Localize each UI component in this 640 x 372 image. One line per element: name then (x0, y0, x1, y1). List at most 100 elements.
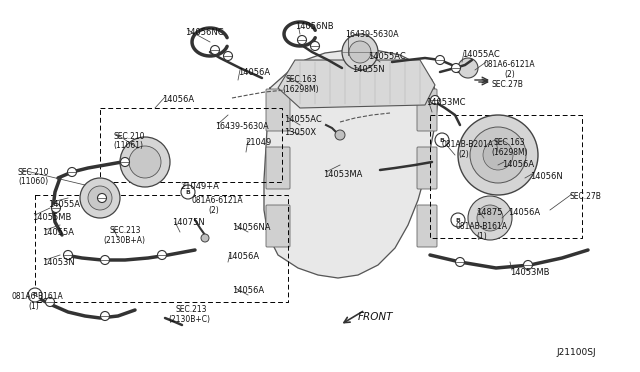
Circle shape (201, 234, 209, 242)
Text: SEC.163: SEC.163 (494, 138, 525, 147)
Circle shape (458, 115, 538, 195)
Circle shape (451, 213, 465, 227)
Text: SEC.213: SEC.213 (175, 305, 207, 314)
FancyBboxPatch shape (417, 147, 437, 189)
Text: 16439-5630A: 16439-5630A (345, 30, 399, 39)
Circle shape (342, 34, 378, 70)
Circle shape (88, 186, 112, 210)
Text: 14055A: 14055A (42, 228, 74, 237)
Circle shape (431, 96, 440, 105)
Circle shape (451, 64, 461, 73)
Text: 081A6-6121A: 081A6-6121A (192, 196, 244, 205)
Text: SEC.210: SEC.210 (113, 132, 145, 141)
Circle shape (120, 157, 129, 167)
Text: 14056A: 14056A (232, 286, 264, 295)
Text: 14053MB: 14053MB (510, 268, 550, 277)
Text: (2): (2) (208, 206, 219, 215)
Text: SEC.210: SEC.210 (18, 168, 49, 177)
Circle shape (45, 298, 54, 307)
Text: 14056A: 14056A (162, 95, 194, 104)
Text: 14056A: 14056A (502, 160, 534, 169)
Text: B: B (440, 138, 444, 142)
FancyBboxPatch shape (266, 89, 290, 131)
Text: FRONT: FRONT (358, 312, 394, 322)
Text: 14056A: 14056A (227, 252, 259, 261)
Polygon shape (264, 50, 438, 278)
Circle shape (211, 45, 220, 55)
Circle shape (470, 127, 526, 183)
Text: 13050X: 13050X (284, 128, 316, 137)
Circle shape (435, 55, 445, 64)
FancyBboxPatch shape (417, 205, 437, 247)
Text: 14055N: 14055N (352, 65, 385, 74)
Circle shape (28, 288, 42, 302)
Circle shape (100, 311, 109, 321)
Circle shape (468, 196, 512, 240)
Text: 081AB-B201A: 081AB-B201A (442, 140, 494, 149)
Circle shape (97, 193, 106, 202)
Text: B: B (186, 189, 191, 195)
Text: SEC.27B: SEC.27B (491, 80, 523, 89)
FancyBboxPatch shape (417, 89, 437, 131)
Circle shape (524, 260, 532, 269)
Circle shape (157, 250, 166, 260)
Text: 14056NC: 14056NC (185, 28, 223, 37)
Text: B: B (33, 292, 37, 298)
Circle shape (435, 133, 449, 147)
Text: 16439-5630A: 16439-5630A (215, 122, 269, 131)
Text: (2): (2) (458, 150, 468, 159)
Text: 21049+A: 21049+A (180, 182, 219, 191)
Circle shape (335, 130, 345, 140)
Circle shape (100, 256, 109, 264)
Text: (2130B+A): (2130B+A) (103, 236, 145, 245)
Text: 081AB-B161A: 081AB-B161A (456, 222, 508, 231)
Circle shape (129, 146, 161, 178)
FancyBboxPatch shape (266, 205, 290, 247)
Circle shape (80, 178, 120, 218)
Text: 14075N: 14075N (172, 218, 205, 227)
Text: 14875: 14875 (476, 208, 502, 217)
Text: 14055A: 14055A (48, 200, 80, 209)
Text: 14055AC: 14055AC (368, 52, 406, 61)
Text: (1): (1) (476, 232, 487, 241)
Text: 14056A: 14056A (238, 68, 270, 77)
FancyBboxPatch shape (266, 147, 290, 189)
Circle shape (223, 51, 232, 61)
Circle shape (349, 41, 371, 63)
Circle shape (310, 42, 319, 51)
Circle shape (456, 257, 465, 266)
Text: 14053MA: 14053MA (323, 170, 362, 179)
Circle shape (120, 137, 170, 187)
Circle shape (181, 185, 195, 199)
Text: 14053MC: 14053MC (426, 98, 465, 107)
Text: 081A6-6121A: 081A6-6121A (484, 60, 536, 69)
Text: J21100SJ: J21100SJ (556, 348, 596, 357)
Circle shape (67, 167, 77, 176)
Text: B: B (456, 218, 460, 222)
Text: 21049: 21049 (245, 138, 271, 147)
Text: 14055MB: 14055MB (32, 213, 72, 222)
Circle shape (477, 205, 503, 231)
Circle shape (63, 250, 72, 260)
Text: (16298M): (16298M) (282, 85, 319, 94)
Text: (2130B+C): (2130B+C) (168, 315, 210, 324)
Text: (1): (1) (28, 302, 39, 311)
Text: 081A6-B161A: 081A6-B161A (12, 292, 64, 301)
Text: SEC.27B: SEC.27B (570, 192, 602, 201)
Circle shape (483, 140, 513, 170)
Text: 14056NA: 14056NA (232, 223, 271, 232)
Text: (2): (2) (504, 70, 515, 79)
Polygon shape (278, 60, 435, 108)
Circle shape (298, 35, 307, 45)
Text: (16298M): (16298M) (491, 148, 527, 157)
Text: SEC.213: SEC.213 (110, 226, 141, 235)
Text: 14055AC: 14055AC (284, 115, 322, 124)
Text: (11060): (11060) (18, 177, 48, 186)
Circle shape (458, 58, 478, 78)
Text: SEC.163: SEC.163 (285, 75, 317, 84)
Text: 14053N: 14053N (42, 258, 75, 267)
Text: 14056NB: 14056NB (295, 22, 333, 31)
Text: (11061): (11061) (113, 141, 143, 150)
Circle shape (51, 203, 61, 212)
Text: 14055AC: 14055AC (462, 50, 500, 59)
